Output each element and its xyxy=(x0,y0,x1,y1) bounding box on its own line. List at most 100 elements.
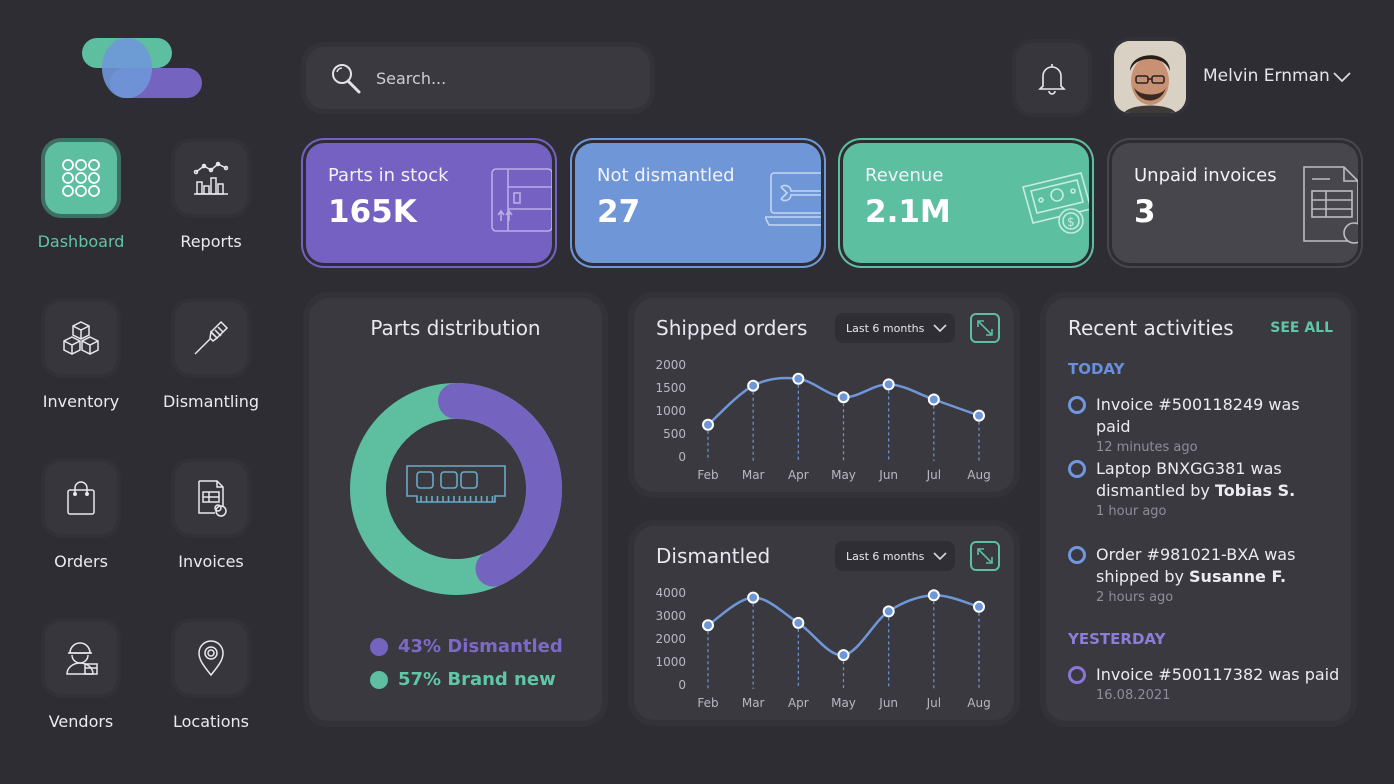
screwdriver-icon xyxy=(175,302,247,374)
data-point[interactable] xyxy=(927,589,940,602)
kpi-not-dismantled[interactable]: Not dismantled 27 xyxy=(575,143,821,263)
x-tick-label: Apr xyxy=(788,468,809,482)
x-tick-label: May xyxy=(831,468,856,482)
x-tick-label: Jun xyxy=(878,468,898,482)
svg-text:$: $ xyxy=(1067,215,1075,229)
data-point[interactable] xyxy=(747,379,760,392)
data-point[interactable] xyxy=(927,393,940,406)
data-point[interactable] xyxy=(882,605,895,618)
sidebar-item-label: Reports xyxy=(180,232,242,251)
x-tick-label: Jun xyxy=(878,696,898,710)
legend-item-dismantled: 43% Dismantled xyxy=(370,636,563,657)
sidebar-item-orders[interactable]: Orders xyxy=(16,462,146,592)
range-dropdown[interactable]: Last 6 months xyxy=(835,313,955,343)
expand-button[interactable] xyxy=(970,541,1000,571)
x-tick-label: Aug xyxy=(967,696,990,710)
legend-label: 57% Brand new xyxy=(398,669,556,690)
expand-icon xyxy=(977,320,993,336)
y-tick-label: 1000 xyxy=(655,404,686,418)
data-point[interactable] xyxy=(973,409,985,422)
activity-text: Laptop BNXGG381 was dismantled by xyxy=(1096,459,1282,500)
data-point[interactable] xyxy=(837,391,850,404)
sidebar-item-label: Invoices xyxy=(178,552,244,571)
notifications-button[interactable] xyxy=(1016,43,1088,113)
activity-text: Invoice #500117382 was paid xyxy=(1096,665,1340,684)
y-tick-label: 3000 xyxy=(655,609,686,623)
data-point[interactable] xyxy=(702,619,714,632)
x-tick-label: May xyxy=(831,696,856,710)
grid-icon xyxy=(45,142,117,214)
donut-slice-dismantled[interactable] xyxy=(438,383,562,587)
shipped-orders-chart: 0 500 1000 1500 2000 Feb Mar Apr May Jun Jul Aug xyxy=(655,358,990,482)
search-input[interactable] xyxy=(376,68,616,88)
invoice-icon xyxy=(175,462,247,534)
sidebar-item-label: Orders xyxy=(54,552,108,571)
data-point[interactable] xyxy=(747,591,760,604)
panel-title: Shipped orders xyxy=(656,316,808,340)
activity-item[interactable]: Laptop BNXGG381 was dismantled by Tobias… xyxy=(1068,458,1318,519)
activity-text: Invoice #500118249 was paid xyxy=(1096,395,1300,436)
see-all-link[interactable]: SEE ALL xyxy=(1270,320,1333,336)
data-point[interactable] xyxy=(702,418,714,431)
x-tick-label: Jul xyxy=(926,468,941,482)
activity-item[interactable]: Invoice #500117382 was paid 16.08.2021 xyxy=(1068,664,1343,703)
dismantled-chart: 0 1000 2000 3000 4000 Feb Mar Apr May Jun Jul Aug xyxy=(655,586,990,710)
ram-icon xyxy=(406,465,506,503)
kpi-parts-in-stock[interactable]: Parts in stock 165K xyxy=(306,143,552,263)
sidebar-item-dismantling[interactable]: Dismantling xyxy=(146,302,276,432)
data-point[interactable] xyxy=(882,378,895,391)
sidebar-item-label: Locations xyxy=(172,712,249,731)
status-ring-icon xyxy=(1068,396,1086,414)
data-point[interactable] xyxy=(837,649,850,662)
parts-distribution-panel: Parts distribution 43% Dismantled 57% Br… xyxy=(309,298,602,721)
x-tick-label: Mar xyxy=(742,468,765,482)
data-point[interactable] xyxy=(973,600,985,613)
sidebar-item-locations[interactable]: Locations xyxy=(146,622,276,752)
kpi-value: 27 xyxy=(597,194,641,230)
legend-item-brand-new: 57% Brand new xyxy=(370,669,563,690)
location-pin-icon xyxy=(175,622,247,694)
sidebar-item-label: Vendors xyxy=(48,712,114,731)
activity-item[interactable]: Invoice #500118249 was paid 12 minutes a… xyxy=(1068,394,1338,455)
status-ring-icon xyxy=(1068,666,1086,684)
bell-icon xyxy=(1038,64,1066,95)
legend-dot xyxy=(370,670,388,689)
activity-actor: Tobias S. xyxy=(1214,481,1296,500)
box-icon xyxy=(491,168,552,232)
search-bar[interactable] xyxy=(306,47,650,109)
panel-title: Parts distribution xyxy=(370,316,541,340)
activity-item[interactable]: Order #981021-BXA was shipped by Susanne… xyxy=(1068,544,1318,605)
y-tick-label: 0 xyxy=(678,678,686,692)
user-name[interactable]: Melvin Ernman xyxy=(1203,66,1330,86)
chevron-down-icon[interactable] xyxy=(1332,70,1352,84)
sidebar-item-invoices[interactable]: Invoices xyxy=(146,462,276,592)
kpi-unpaid-invoices[interactable]: Unpaid invoices 3 xyxy=(1112,143,1358,263)
dismantled-panel: Dismantled Last 6 months 0 1000 2000 3000 40… xyxy=(634,526,1014,720)
sidebar-item-label: Dismantling xyxy=(162,392,260,411)
bag-icon xyxy=(45,462,117,534)
status-ring-icon xyxy=(1068,546,1086,564)
expand-button[interactable] xyxy=(970,313,1000,343)
kpi-value: 165K xyxy=(328,194,417,230)
x-tick-label: Feb xyxy=(697,696,718,710)
y-tick-label: 0 xyxy=(678,450,686,464)
activity-text: Order #981021-BXA was shipped by xyxy=(1096,545,1296,586)
sidebar-item-label: Dashboard xyxy=(37,232,125,251)
sidebar-item-vendors[interactable]: Vendors xyxy=(16,622,146,752)
kpi-revenue[interactable]: Revenue 2.1M $ xyxy=(843,143,1089,263)
x-tick-label: Apr xyxy=(788,696,809,710)
x-tick-label: Mar xyxy=(742,696,765,710)
y-tick-label: 1000 xyxy=(655,655,686,669)
data-point[interactable] xyxy=(792,372,805,385)
section-yesterday: YESTERDAY xyxy=(1068,630,1166,648)
worker-icon xyxy=(45,622,117,694)
range-dropdown[interactable]: Last 6 months xyxy=(835,541,955,571)
data-point[interactable] xyxy=(792,616,805,629)
y-tick-label: 2000 xyxy=(655,358,686,372)
sidebar-item-inventory[interactable]: Inventory xyxy=(16,302,146,432)
legend-label: 43% Dismantled xyxy=(398,636,563,657)
sidebar-item-dashboard[interactable]: Dashboard xyxy=(16,142,146,272)
activity-actor: Susanne F. xyxy=(1189,567,1287,586)
sidebar-item-reports[interactable]: Reports xyxy=(146,142,276,272)
avatar[interactable] xyxy=(1114,41,1186,113)
